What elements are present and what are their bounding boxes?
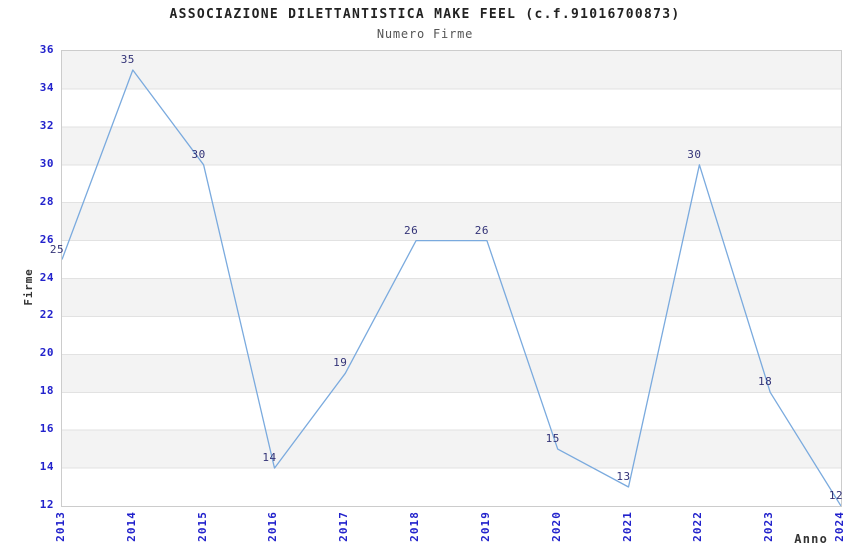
grid-band: [62, 278, 841, 317]
point-label: 12: [828, 489, 844, 502]
x-axis-title: Anno: [794, 532, 828, 546]
grid-band: [62, 430, 841, 469]
x-tick-label: 2019: [478, 511, 492, 542]
y-tick-label: 12: [39, 498, 54, 511]
y-tick-label: 20: [39, 346, 54, 360]
y-axis-title: Firme: [22, 268, 35, 306]
chart-title: ASSOCIAZIONE DILETTANTISTICA MAKE FEEL (…: [169, 7, 681, 22]
x-tick-label: 2020: [549, 511, 563, 542]
x-tick-label: 2018: [408, 511, 422, 542]
point-label: 25: [49, 242, 65, 256]
y-tick-label: 28: [39, 194, 54, 208]
plot-area: [61, 50, 842, 507]
y-tick-label: 16: [39, 422, 54, 436]
chart-subtitle: Numero Firme: [376, 27, 474, 41]
x-tick-label: 2013: [54, 511, 67, 542]
point-label: 30: [687, 147, 702, 161]
point-label: 26: [474, 223, 490, 237]
x-tick-label: 2015: [195, 511, 209, 542]
x-tick-label: 2014: [124, 511, 138, 542]
point-label: 14: [262, 451, 277, 465]
point-label: 18: [758, 375, 773, 389]
y-tick-label: 24: [39, 270, 54, 284]
point-label: 30: [191, 147, 206, 161]
y-tick-label: 36: [39, 43, 54, 56]
y-tick-label: 30: [39, 156, 54, 170]
y-tick-label: 26: [39, 232, 54, 246]
point-label: 26: [403, 223, 419, 237]
grid-band: [62, 126, 841, 165]
x-tick-label: 2017: [337, 511, 351, 542]
grid-band: [62, 202, 841, 241]
line-chart-svg: [62, 51, 841, 506]
y-tick-label: 18: [39, 384, 54, 398]
y-tick-label: 14: [39, 460, 54, 474]
y-tick-label: 32: [39, 118, 54, 132]
grid-band: [62, 51, 841, 89]
x-tick-label: 2024: [833, 511, 846, 542]
grid-band: [62, 354, 841, 393]
x-tick-label: 2016: [266, 511, 280, 542]
point-label: 13: [616, 470, 631, 484]
x-tick-label: 2023: [762, 511, 776, 542]
point-label: 35: [120, 52, 135, 66]
line-series: [62, 69, 841, 506]
y-tick-label: 34: [39, 80, 54, 94]
x-tick-label: 2022: [691, 511, 705, 542]
point-label: 19: [333, 356, 348, 370]
x-tick-label: 2021: [620, 511, 634, 542]
point-label: 15: [545, 432, 560, 446]
y-tick-label: 22: [39, 308, 54, 322]
